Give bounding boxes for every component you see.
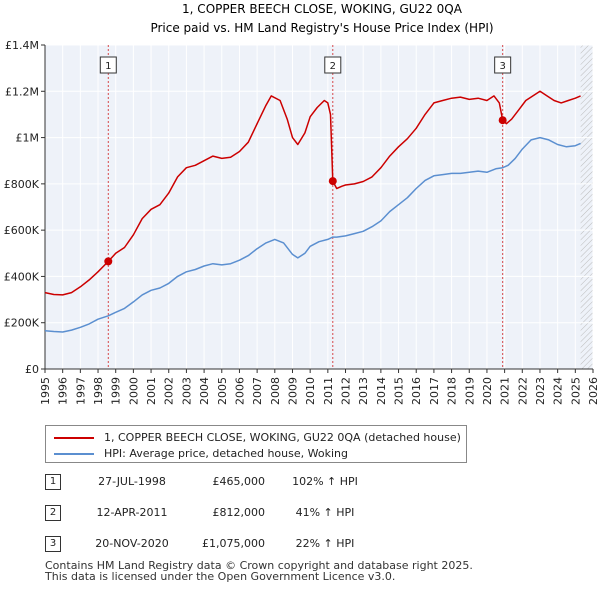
x-tick-label: 1995	[39, 377, 52, 405]
x-tick-label: 2002	[163, 377, 176, 405]
axes: £0 £200K £400K £600K £800K £1M £1.2M £1.4M 1995 1…	[4, 39, 600, 405]
x-tick-label: 1999	[110, 377, 123, 405]
x-tick-label: 2004	[198, 377, 211, 405]
x-tick-label: 1996	[57, 377, 70, 405]
x-tick-label: 2025	[569, 377, 582, 405]
sale-markers: 1 2 3	[99, 56, 512, 266]
sale-number-badge: 2	[45, 505, 61, 521]
x-tick-label: 2020	[481, 377, 494, 405]
sale-price: £812,000	[212, 506, 266, 519]
x-tick-label: 2010	[304, 377, 317, 405]
x-tick-label: 2024	[552, 377, 565, 405]
x-tick-label: 2006	[233, 377, 246, 405]
x-tick-label: 2000	[127, 377, 140, 405]
x-tick-label: 2009	[286, 377, 299, 405]
sale-date: 12-APR-2011	[96, 506, 168, 519]
x-tick-label: 2022	[516, 377, 529, 405]
legend: 1, COPPER BEECH CLOSE, WOKING, GU22 0QA …	[45, 425, 467, 463]
legend-item-hpi: HPI: Average price, detached house, Woki…	[54, 447, 348, 460]
x-tick-label: 2007	[251, 377, 264, 405]
legend-swatch-property	[54, 436, 94, 439]
x-tick-label: 2016	[410, 377, 423, 405]
y-tick-label: £200K	[4, 317, 40, 330]
sale-label: 1	[105, 61, 111, 72]
footer: Contains HM Land Registry data © Crown c…	[45, 560, 473, 582]
sale-label: 3	[499, 61, 505, 72]
footer-licence: This data is licensed under the Open Gov…	[45, 570, 396, 583]
x-tick-label: 2008	[269, 377, 282, 405]
chart-subtitle: Price paid vs. HM Land Registry's House …	[150, 21, 493, 35]
sale-label-box	[494, 56, 512, 74]
legend-label-property: 1, COPPER BEECH CLOSE, WOKING, GU22 0QA …	[104, 431, 461, 444]
sale-number-badge: 3	[45, 536, 61, 552]
sale-point	[498, 116, 507, 125]
y-tick-label: £600K	[4, 224, 40, 237]
sale-label-box	[99, 56, 117, 74]
forecast-hatch	[580, 45, 593, 369]
legend-label-hpi: HPI: Average price, detached house, Woki…	[104, 447, 348, 460]
x-tick-label: 2023	[534, 377, 547, 405]
x-tick-label: 2012	[340, 377, 353, 405]
y-tick-label: £1.2M	[5, 85, 39, 98]
sale-label-box	[324, 56, 342, 74]
sale-point	[104, 257, 113, 266]
x-tick-label: 2026	[587, 377, 600, 405]
x-tick-label: 2015	[393, 377, 406, 405]
sale-hpi-change: 22% ↑ HPI	[295, 537, 355, 550]
x-tick-label: 1997	[74, 377, 87, 405]
x-tick-label: 2005	[216, 377, 229, 405]
sale-point	[328, 177, 337, 186]
x-tick-label: 1998	[92, 377, 105, 405]
sale-hpi-change: 41% ↑ HPI	[295, 506, 355, 519]
legend-swatch-hpi	[54, 452, 94, 455]
series-line-hpi	[44, 136, 581, 333]
plot-area	[45, 45, 593, 369]
x-tick-label: 2017	[428, 377, 441, 405]
x-tick-label: 2014	[375, 377, 388, 405]
sale-number-badge: 1	[45, 474, 61, 490]
x-tick-label: 2001	[145, 377, 158, 405]
y-tick-label: £400K	[4, 270, 40, 283]
x-tick-label: 2018	[446, 377, 459, 405]
sale-hpi-change: 102% ↑ HPI	[292, 475, 358, 488]
y-tick-label: £1.4M	[5, 39, 39, 52]
footer-copyright: Contains HM Land Registry data © Crown c…	[45, 559, 473, 572]
sale-price: £1,075,000	[202, 537, 265, 550]
x-tick-label: 2021	[499, 377, 512, 405]
legend-item-property: 1, COPPER BEECH CLOSE, WOKING, GU22 0QA …	[54, 431, 461, 444]
y-tick-label: £800K	[4, 178, 40, 191]
x-tick-label: 2011	[322, 377, 335, 405]
sale-label: 2	[330, 61, 336, 72]
sale-price: £465,000	[212, 475, 266, 488]
chart-title: 1, COPPER BEECH CLOSE, WOKING, GU22 0QA	[182, 2, 463, 16]
price-chart: 1, COPPER BEECH CLOSE, WOKING, GU22 0QA …	[4, 2, 600, 405]
x-tick-label: 2013	[357, 377, 370, 405]
x-tick-label: 2003	[180, 377, 193, 405]
sale-date: 27-JUL-1998	[98, 475, 166, 488]
x-tick-label: 2019	[463, 377, 476, 405]
sale-date: 20-NOV-2020	[95, 537, 169, 550]
y-tick-label: £1M	[16, 132, 40, 145]
y-tick-label: £0	[25, 363, 39, 376]
grid	[44, 44, 594, 370]
